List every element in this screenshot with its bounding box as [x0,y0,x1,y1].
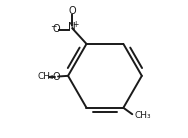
Text: O: O [68,6,76,16]
Text: CH₃: CH₃ [134,111,151,120]
Text: N: N [68,22,76,32]
Text: −: − [50,22,56,31]
Text: +: + [72,20,79,29]
Text: O: O [53,71,60,82]
Text: O: O [53,24,60,34]
Text: CH₃: CH₃ [38,72,55,81]
